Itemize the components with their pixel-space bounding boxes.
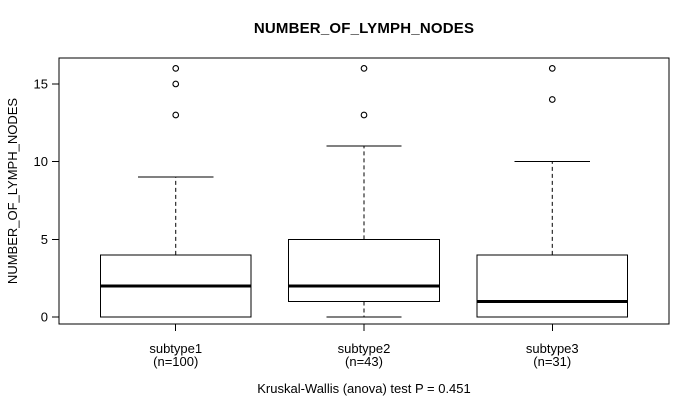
chart-title: NUMBER_OF_LYMPH_NODES bbox=[254, 20, 474, 37]
plot-area: 0 5 10 15 subtype1(n=100) subtype2(n=43) subty… bbox=[34, 57, 670, 369]
y-tick-label: 0 bbox=[41, 310, 48, 325]
iqr-box bbox=[476, 254, 629, 318]
stat-test-caption: Kruskal-Wallis (anova) test P = 0.451 bbox=[257, 381, 471, 396]
group-label: subtype1 bbox=[149, 341, 202, 356]
iqr-box bbox=[288, 238, 440, 302]
outlier-point bbox=[360, 111, 368, 119]
group-sublabel: (n=31) bbox=[533, 354, 571, 369]
y-tick-label: 10 bbox=[34, 154, 48, 169]
outlier-point bbox=[548, 65, 556, 72]
y-tick-label: 15 bbox=[34, 76, 48, 91]
y-axis-label: NUMBER_OF_LYMPH_NODES bbox=[5, 98, 20, 284]
group-label: subtype2 bbox=[338, 341, 391, 356]
outlier-point bbox=[172, 80, 180, 88]
group-sublabel: (n=43) bbox=[345, 354, 383, 369]
outlier-point bbox=[172, 65, 180, 72]
group-sublabel: (n=100) bbox=[153, 354, 198, 369]
outlier-point bbox=[548, 96, 556, 103]
outlier-point bbox=[172, 111, 180, 119]
outlier-point bbox=[360, 65, 368, 72]
group-label: subtype3 bbox=[526, 341, 579, 356]
y-tick-label: 5 bbox=[41, 232, 48, 247]
